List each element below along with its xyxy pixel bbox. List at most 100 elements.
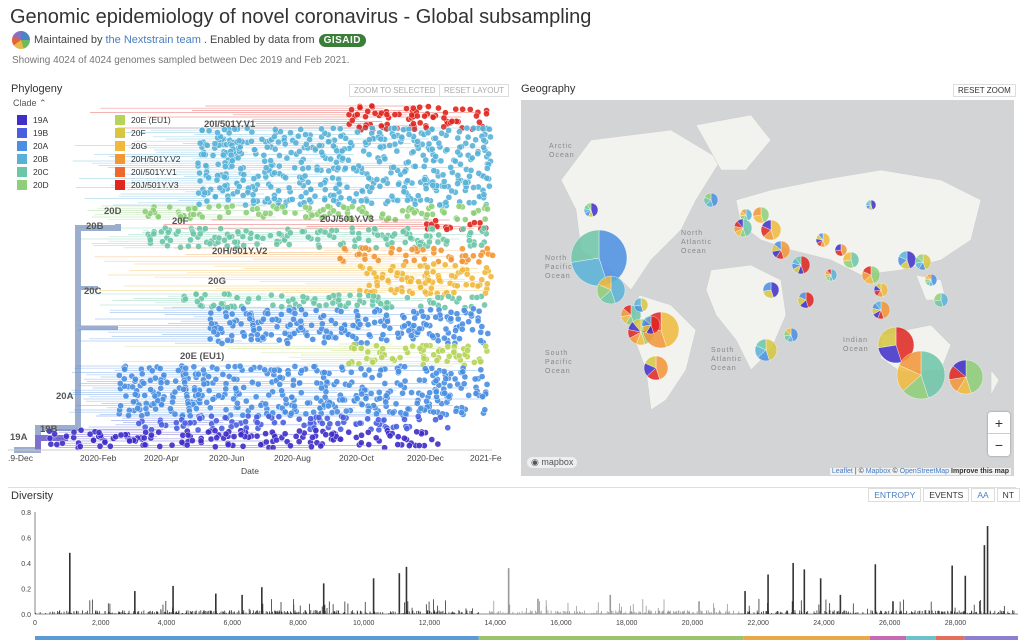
improve-map-link[interactable]: Improve this map xyxy=(951,468,1009,475)
osm-link[interactable]: OpenStreetMap xyxy=(899,468,950,475)
tip-point xyxy=(278,311,285,318)
clade-legend-col1: 19A 19B 20A 20B 20C 20D xyxy=(17,113,49,191)
tip-point xyxy=(248,128,256,136)
tip-point xyxy=(348,203,356,211)
tip-point xyxy=(389,355,396,363)
ocean-label: Ocean xyxy=(681,248,707,255)
tip-point xyxy=(289,381,297,389)
pie-slice xyxy=(643,315,652,326)
tip-point xyxy=(321,213,328,220)
tip-point xyxy=(345,214,353,222)
tip-point xyxy=(489,252,496,259)
tip-point xyxy=(326,420,334,428)
legend-item[interactable]: 20H/501Y.V2 xyxy=(115,152,180,165)
tip-point xyxy=(451,375,459,383)
legend-item[interactable]: 20G xyxy=(115,139,180,152)
legend-item[interactable]: 20B xyxy=(17,152,49,165)
tip-point xyxy=(96,442,104,450)
legend-item[interactable]: 19A xyxy=(17,113,49,126)
tab-nt[interactable]: NT xyxy=(996,488,1020,502)
tab-events[interactable]: EVENTS xyxy=(923,488,970,502)
tip-point xyxy=(477,251,485,259)
legend-item[interactable]: 20A xyxy=(17,139,49,152)
tip-point xyxy=(450,333,458,341)
legend-title[interactable]: Clade ⌃ xyxy=(13,98,47,108)
maintainer-link[interactable]: the Nextstrain team xyxy=(105,34,201,46)
mapbox-logo[interactable]: ◉ mapbox xyxy=(527,457,578,468)
landmass xyxy=(990,369,1000,396)
tip-point xyxy=(295,438,303,445)
tab-entropy[interactable]: ENTROPY xyxy=(868,488,922,502)
branch-label: 19A xyxy=(10,432,28,443)
tip-point xyxy=(432,313,440,321)
tip-point xyxy=(291,310,299,317)
tip-point xyxy=(148,367,156,375)
tip-point xyxy=(427,284,435,292)
tip-point xyxy=(247,336,255,343)
tip-point xyxy=(467,229,474,237)
tip-point xyxy=(221,126,228,133)
tip-point xyxy=(456,128,463,136)
date-tick-label: 2021-Feb xyxy=(470,453,502,463)
pie-slice xyxy=(780,240,791,259)
tip-point xyxy=(290,315,297,323)
tip-point xyxy=(117,431,125,439)
gisaid-logo[interactable]: GISAID xyxy=(318,33,367,47)
tip-point xyxy=(282,174,289,182)
tip-point xyxy=(189,437,196,444)
pie-slice xyxy=(874,300,882,311)
tip-point xyxy=(447,370,455,378)
tip-point xyxy=(362,124,369,131)
tip-point xyxy=(462,179,469,187)
legend-item[interactable]: 20I/501Y.V1 xyxy=(115,165,180,178)
tip-point xyxy=(291,363,299,370)
tip-point xyxy=(182,295,189,303)
tip-point xyxy=(346,195,353,202)
tip-point xyxy=(205,127,213,135)
geography-map[interactable]: North Atlantic Ocean North Pacific Ocean South… xyxy=(521,100,1014,476)
pie-slice xyxy=(926,273,932,281)
zoom-in-button[interactable]: + xyxy=(988,412,1010,434)
tip-point xyxy=(330,197,337,204)
tip-point xyxy=(298,367,306,374)
tip-point xyxy=(391,111,399,118)
tip-point xyxy=(416,103,423,111)
tip-point xyxy=(325,138,332,146)
chevron-up-icon[interactable]: ⌃ xyxy=(39,98,47,108)
pie-slice xyxy=(644,355,657,369)
legend-item[interactable]: 20C xyxy=(17,165,49,178)
tip-point xyxy=(463,124,471,132)
tip-point xyxy=(477,366,485,374)
legend-item[interactable]: 20D xyxy=(17,178,49,191)
tip-point xyxy=(358,431,365,439)
leaflet-link[interactable]: Leaflet xyxy=(831,468,853,475)
tab-aa[interactable]: AA xyxy=(971,488,995,502)
tip-point xyxy=(180,385,187,393)
legend-item[interactable]: 20E (EU1) xyxy=(115,113,180,126)
legend-item[interactable]: 20F xyxy=(115,126,180,139)
reset-zoom-button[interactable]: RESET ZOOM xyxy=(953,84,1016,97)
tip-point xyxy=(289,295,297,303)
diversity-entropy-chart[interactable]: 0.0 0.2 0.4 0.6 0.8 0 2,000 4,000 6,000 8,000 10,0… xyxy=(8,500,1024,640)
tip-point xyxy=(441,334,448,342)
pie-slice xyxy=(840,243,848,256)
tip-point xyxy=(253,240,261,248)
legend-item[interactable]: 20J/501Y.V3 xyxy=(115,178,180,191)
zoom-out-button[interactable]: − xyxy=(994,437,1004,453)
legend-item[interactable]: 19B xyxy=(17,126,49,139)
tip-point xyxy=(237,431,245,439)
zoom-to-selected-button[interactable]: ZOOM TO SELECTED xyxy=(349,84,441,97)
tip-point xyxy=(202,225,209,232)
tip-point xyxy=(390,163,397,171)
pie-slice xyxy=(862,265,872,276)
tip-point xyxy=(248,137,255,145)
phylogeny-tree[interactable]: 19A 19B 20A 20B 20C 20D 20E (EU1) 20F 20G 20H/501… xyxy=(8,98,502,488)
tip-point xyxy=(247,366,255,374)
world-map[interactable]: North Atlantic Ocean North Pacific Ocean South… xyxy=(521,100,1014,476)
tip-point xyxy=(434,337,442,345)
tip-point xyxy=(195,370,202,378)
tip-point xyxy=(219,371,227,378)
tip-point xyxy=(378,354,386,361)
reset-layout-button[interactable]: RESET LAYOUT xyxy=(439,84,510,97)
mapbox-link[interactable]: Mapbox xyxy=(865,468,891,475)
